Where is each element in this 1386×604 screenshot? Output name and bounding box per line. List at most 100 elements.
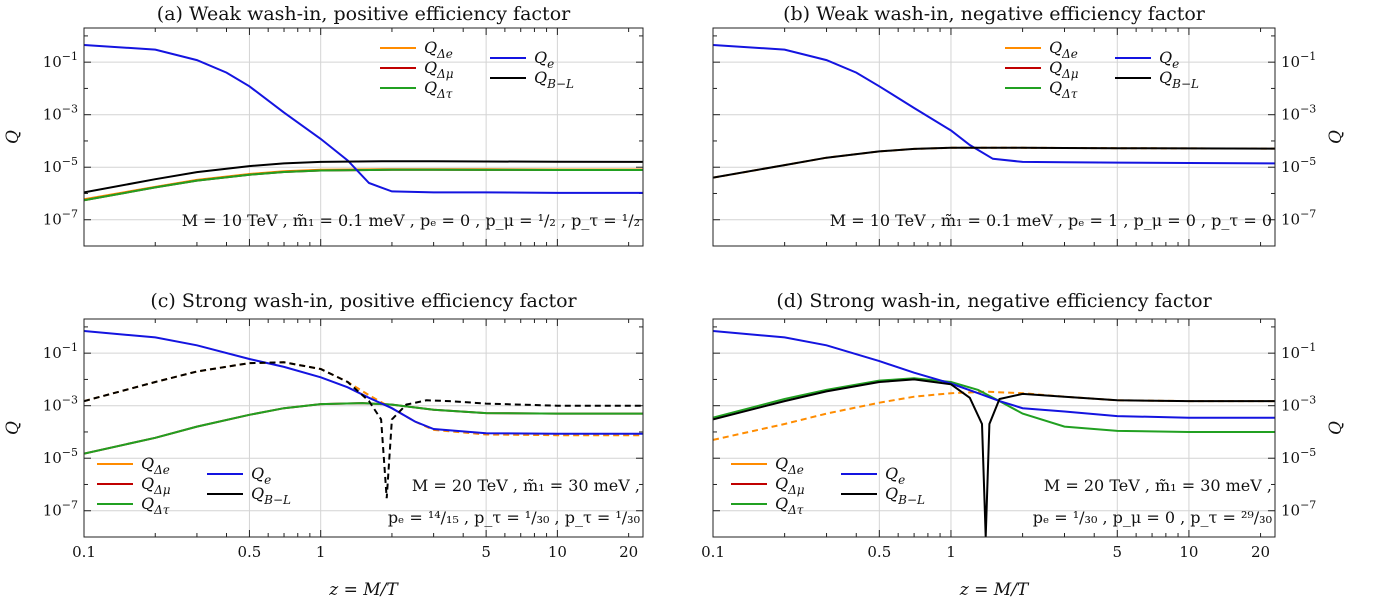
series-line-3 (713, 330, 1275, 419)
legend-entry: QB−L (534, 68, 574, 91)
y-axis-label: Q (3, 130, 23, 144)
legend-entry: QΔe (1049, 38, 1078, 61)
panel-title: (c) Strong wash-in, positive efficiency … (150, 290, 577, 312)
series-line-3 (84, 44, 643, 194)
series-line-3 (84, 330, 643, 435)
legend-entry: QΔτ (1049, 78, 1078, 101)
x-tick-label: 20 (619, 543, 638, 561)
y-tick-label: 10−5 (43, 446, 78, 467)
panel-title: (d) Strong wash-in, negative efficiency … (776, 290, 1212, 312)
legend-entry: QΔτ (141, 494, 170, 517)
parameter-annotation-line-1: M = 20 TeV , m̃₁ = 30 meV , (412, 476, 640, 495)
tick-marks (712, 28, 1275, 247)
series-line-0 (84, 168, 643, 201)
legend-entry: QB−L (251, 484, 291, 507)
parameter-annotation: M = 10 TeV , m̃₁ = 0.1 meV , pₑ = 0 , p_… (182, 211, 640, 230)
y-tick-label: 10−3 (1281, 103, 1316, 124)
y-tick-label: 10−7 (43, 208, 78, 229)
legend-entry: Qe (534, 48, 554, 71)
series-line-0 (84, 361, 643, 437)
y-axis-label: Q (1326, 130, 1346, 144)
panel-title: (b) Weak wash-in, negative efficiency fa… (783, 3, 1206, 25)
legend-entry: QΔτ (424, 78, 453, 101)
plot-frame (712, 318, 1276, 538)
legend-entry: QΔμ (1049, 58, 1079, 81)
plot-frame (83, 318, 644, 538)
series-line-3 (713, 44, 1275, 165)
x-axis-label: z = M/T (959, 580, 1030, 600)
series-line-4 (84, 361, 643, 499)
tick-marks (83, 28, 643, 247)
parameter-annotation-line-2: pₑ = ¹/₃₀ , p_μ = 0 , p_τ = ²⁹/₃₀ (1033, 508, 1272, 527)
panel-a: (a) Weak wash-in, positive efficiency fa… (3, 3, 644, 247)
panel-c: (c) Strong wash-in, positive efficiency … (3, 290, 644, 600)
series-line-2 (713, 377, 1275, 433)
series-line-4 (713, 146, 1275, 179)
legend-entry: QB−L (1159, 68, 1199, 91)
y-tick-label: 10−7 (1281, 208, 1316, 229)
grid (713, 319, 1275, 537)
legend-entry: QΔμ (424, 58, 454, 81)
x-tick-label: 10 (1179, 543, 1198, 561)
plot-frame (712, 27, 1276, 247)
y-axis-label: Q (1326, 421, 1346, 435)
x-tick-label: 1 (946, 543, 956, 561)
legend-entry: QΔμ (775, 474, 805, 497)
grid (713, 28, 1275, 246)
panel-d: (d) Strong wash-in, negative efficiency … (701, 290, 1346, 600)
legend-entry: QB−L (885, 484, 925, 507)
plot-frame (83, 27, 644, 247)
series-line-1 (84, 402, 643, 455)
y-tick-label: 10−3 (43, 103, 78, 124)
parameter-annotation-line-2: pₑ = ¹⁴/₁₅ , p_τ = ¹/₃₀ , p_τ = ¹/₃₀ (388, 508, 640, 527)
x-tick-label: 20 (1251, 543, 1270, 561)
series-line-4 (84, 160, 643, 194)
legend-entry: QΔτ (775, 494, 804, 517)
y-tick-label: 10−7 (1281, 499, 1316, 520)
series-line-2 (84, 402, 643, 455)
x-axis-label: z = M/T (328, 580, 399, 600)
legend-entry: QΔe (424, 38, 453, 61)
y-tick-label: 10−1 (43, 50, 78, 71)
panel-title: (a) Weak wash-in, positive efficiency fa… (157, 3, 571, 25)
y-tick-label: 10−5 (1281, 446, 1316, 467)
y-axis-label: Q (3, 421, 23, 435)
legend-entry: Qe (1159, 48, 1179, 71)
legend-entry: QΔe (775, 454, 804, 477)
legend-entry: QΔμ (141, 474, 171, 497)
series-line-2 (84, 168, 643, 202)
y-tick-label: 10−1 (1281, 341, 1316, 362)
series-group (84, 44, 643, 202)
y-tick-label: 10−3 (43, 394, 78, 415)
y-tick-label: 10−1 (43, 341, 78, 362)
series-group (84, 330, 643, 499)
x-tick-label: 1 (316, 543, 326, 561)
grid (84, 28, 643, 246)
panel-b: (b) Weak wash-in, negative efficiency fa… (712, 3, 1346, 247)
series-line-4 (713, 378, 1275, 537)
x-tick-label: 10 (548, 543, 567, 561)
series-group (713, 330, 1275, 537)
x-tick-label: 0.5 (238, 543, 262, 561)
y-tick-label: 10−5 (43, 155, 78, 176)
legend-entry: Qe (251, 464, 271, 487)
parameter-annotation-line-1: M = 20 TeV , m̃₁ = 30 meV , (1044, 476, 1272, 495)
x-tick-label: 0.1 (701, 543, 725, 561)
x-tick-label: 5 (481, 543, 491, 561)
y-tick-label: 10−3 (1281, 394, 1316, 415)
tick-marks (83, 319, 643, 538)
y-tick-label: 10−1 (1281, 50, 1316, 71)
parameter-annotation: M = 10 TeV , m̃₁ = 0.1 meV , pₑ = 1 , p_… (830, 211, 1272, 230)
x-tick-label: 5 (1113, 543, 1123, 561)
legend-entry: QΔe (141, 454, 170, 477)
y-tick-label: 10−5 (1281, 155, 1316, 176)
x-tick-label: 0.5 (867, 543, 891, 561)
y-tick-label: 10−7 (43, 499, 78, 520)
series-group (713, 44, 1275, 179)
legend-entry: Qe (885, 464, 905, 487)
